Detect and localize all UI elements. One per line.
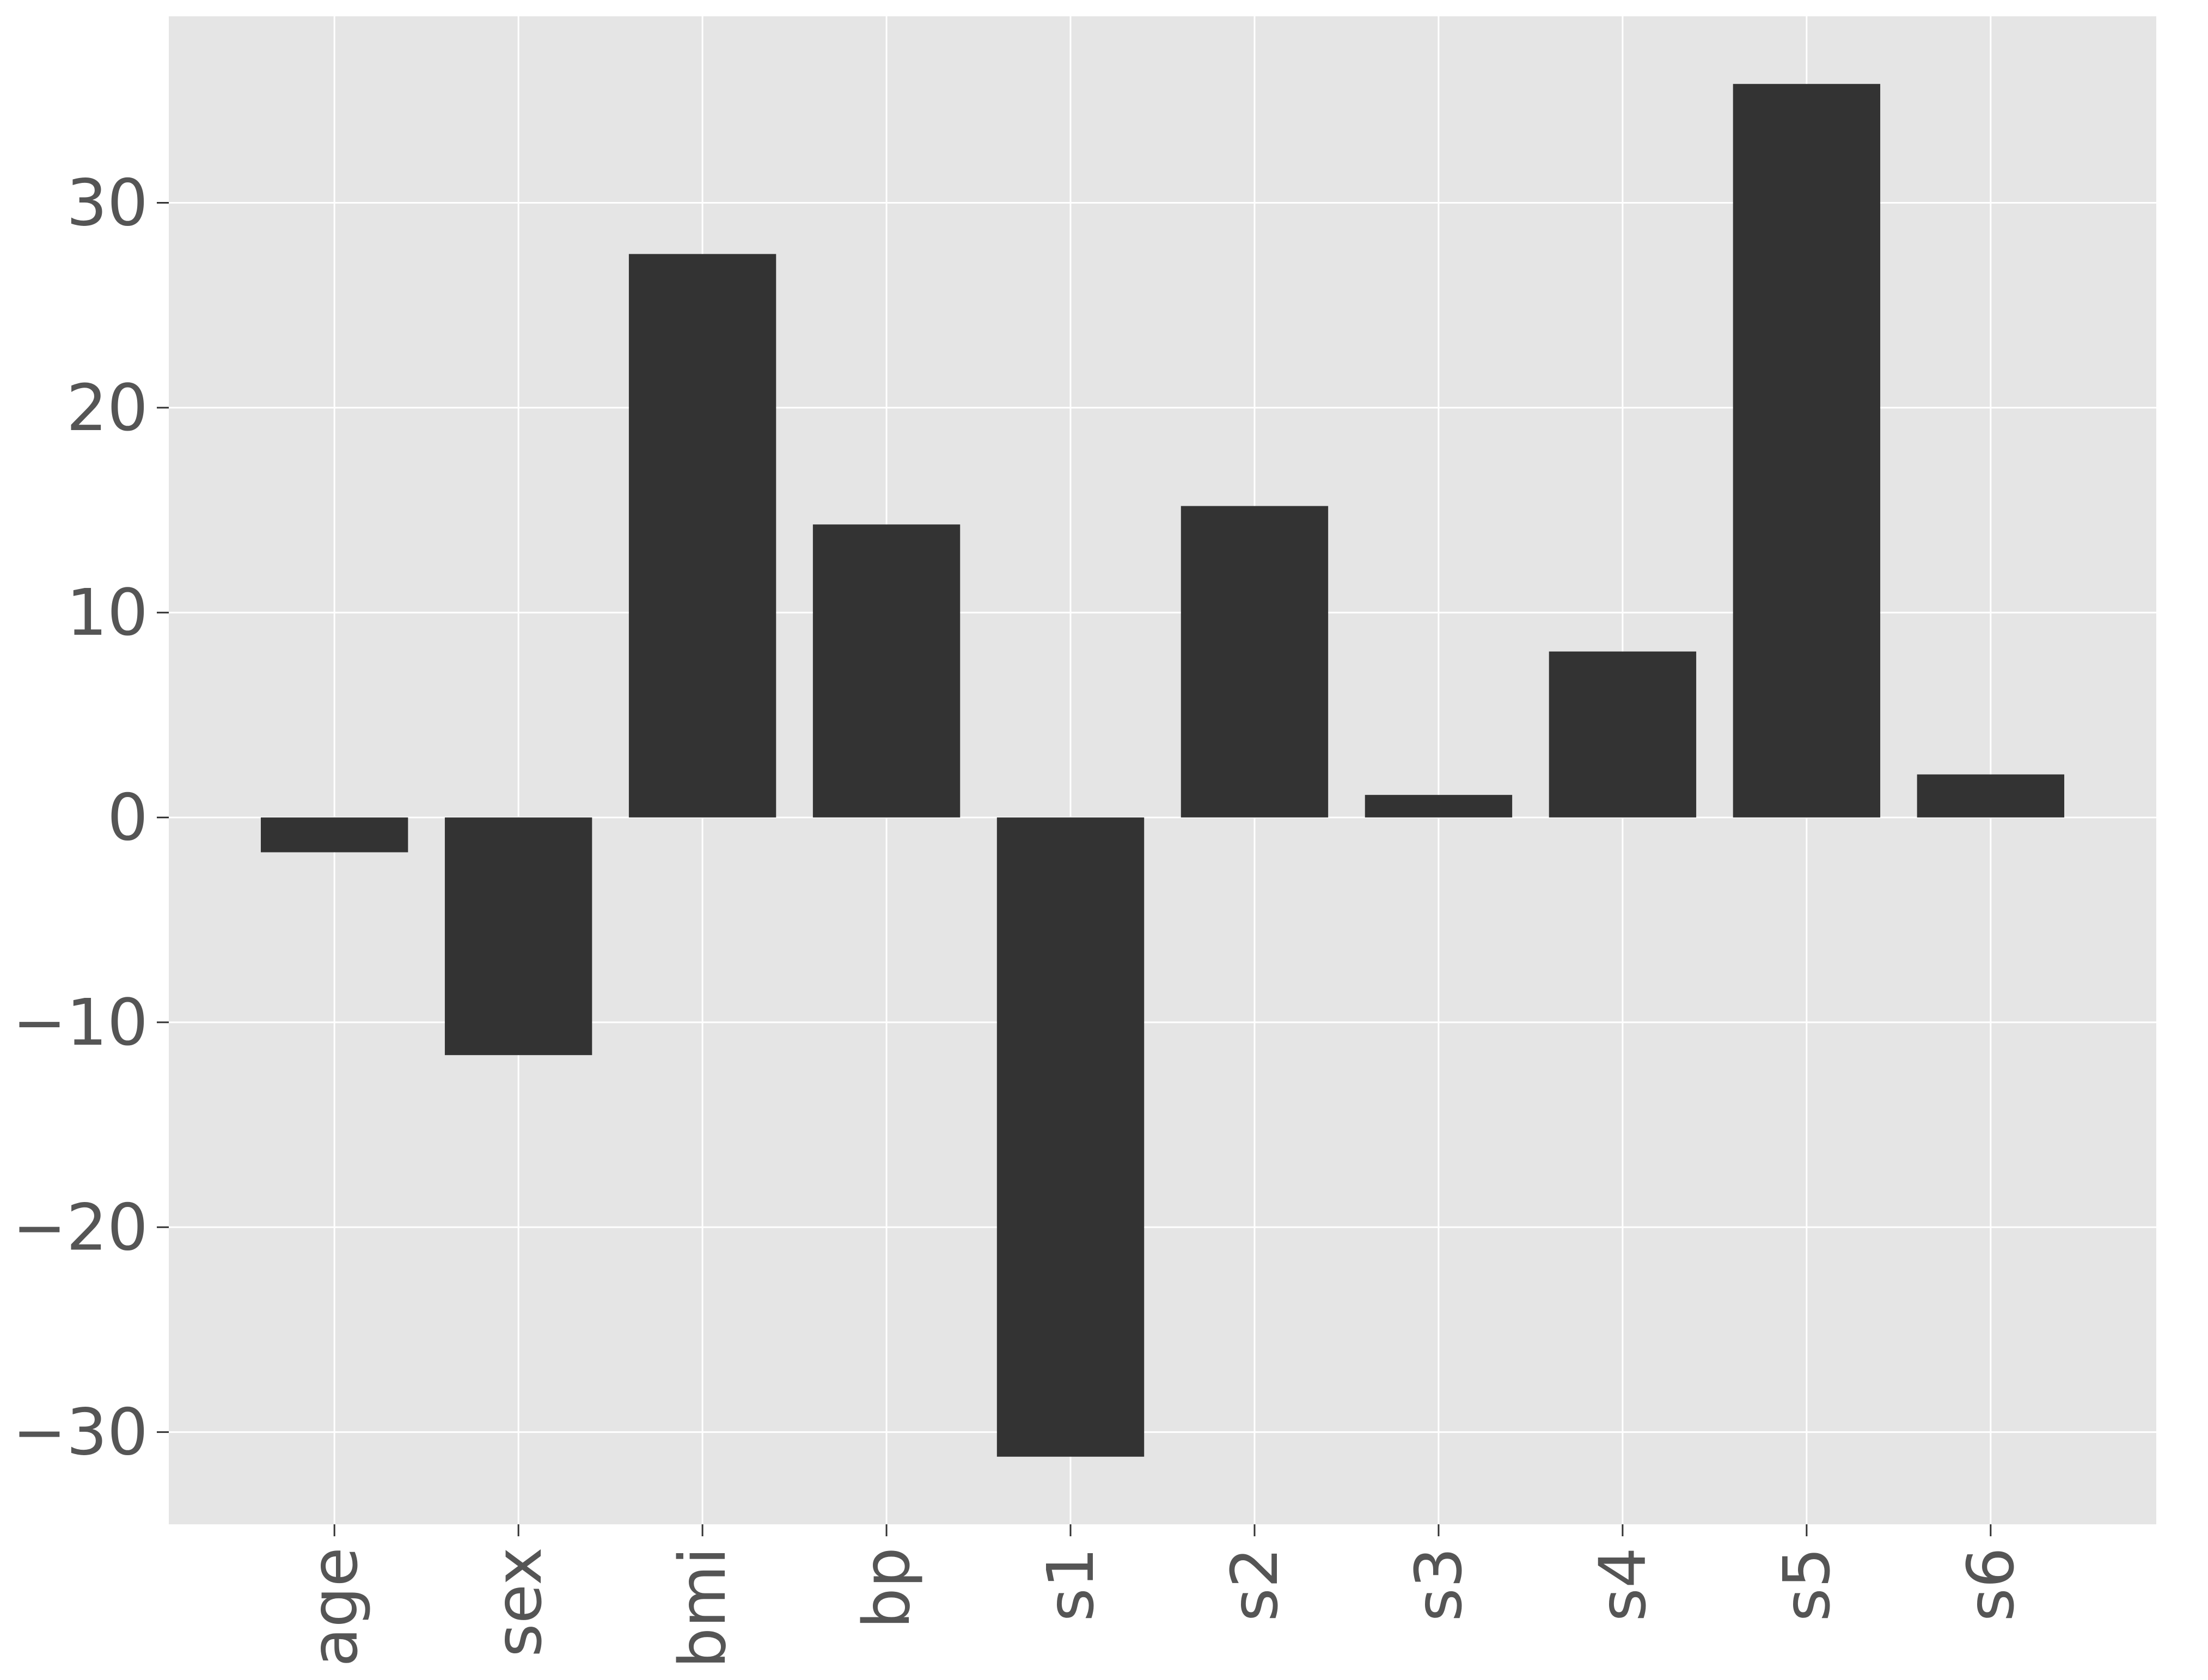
x-tick-label-s6: s6: [1953, 1547, 2028, 1622]
y-tick-label: −30: [13, 1395, 148, 1470]
y-tick-label: 10: [66, 575, 148, 650]
y-axis: 30 20 10 0 −10 −20 −30: [13, 165, 169, 1470]
x-tick-label-bp: bp: [849, 1547, 924, 1629]
bar-s2: [1181, 506, 1329, 818]
bar-s4: [1549, 651, 1697, 818]
y-tick-label: 0: [107, 780, 148, 855]
y-tick-label: 20: [66, 370, 148, 445]
y-tick-label: 30: [66, 165, 148, 240]
bar-s1: [996, 817, 1145, 1457]
bar-bmi: [628, 254, 776, 818]
bar-bp: [812, 524, 961, 818]
x-tick-label-s1: s1: [1033, 1547, 1108, 1622]
bar-s5: [1733, 84, 1881, 818]
x-tick-label-bmi: bmi: [665, 1547, 740, 1669]
bars: [260, 84, 2065, 1457]
bar-sex: [444, 817, 592, 1056]
x-tick-label-s4: s4: [1585, 1547, 1660, 1622]
bar-s6: [1917, 774, 2065, 818]
x-tick-label-s2: s2: [1217, 1547, 1292, 1622]
y-tick-label: −20: [13, 1190, 148, 1265]
x-tick-label-s3: s3: [1401, 1547, 1476, 1622]
x-tick-label-sex: sex: [481, 1547, 556, 1657]
y-tick-label: −10: [13, 985, 148, 1060]
x-axis: age sex bmi bp s1 s2 s3 s4 s5 s6: [297, 1524, 2028, 1669]
bar-s3: [1365, 795, 1513, 818]
bar-age: [260, 817, 408, 853]
x-tick-label-s5: s5: [1769, 1547, 1844, 1622]
x-tick-label-age: age: [297, 1547, 372, 1667]
